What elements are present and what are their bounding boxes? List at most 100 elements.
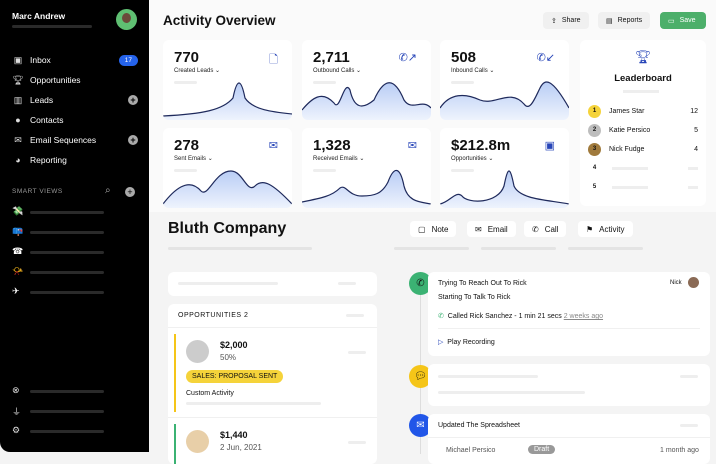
stat-value: 2,711 xyxy=(313,49,350,66)
save-button[interactable]: ▭ Save xyxy=(660,12,706,29)
airplane-icon[interactable]: ✈ xyxy=(12,286,20,296)
sparkline-area xyxy=(440,171,569,208)
stat-card[interactable]: 1,328 Received Emails ⌄ ✉ xyxy=(302,128,431,208)
opportunity-card[interactable]: $1,440 2 Jun, 2021 xyxy=(174,424,371,464)
play-icon: ▷ xyxy=(438,339,444,346)
stat-card[interactable]: 770 Created Leads ⌄ 🗋 xyxy=(163,40,292,120)
call-button[interactable]: ✆ Call xyxy=(524,221,567,237)
play-recording-button[interactable]: ▷ Play Recording xyxy=(438,338,495,346)
mail-received-icon: ✉ xyxy=(407,140,417,152)
leaderboard-row[interactable]: 5 xyxy=(588,180,698,194)
chevron-down-icon: ⌄ xyxy=(215,68,221,74)
sparkline xyxy=(302,82,431,120)
stat-value: $212.8m xyxy=(451,137,511,154)
sparkline-line xyxy=(440,170,569,205)
leaderboard-row[interactable]: 4 xyxy=(588,161,698,175)
chevron-down-icon: ⌄ xyxy=(359,156,365,162)
inbox-icon: ▣ xyxy=(13,54,23,65)
help-icon[interactable]: ⊗ xyxy=(12,385,20,395)
activity-card[interactable] xyxy=(428,364,710,406)
leaderboard-row[interactable]: 1 James Star 12 xyxy=(588,104,698,118)
activity-subtitle: Starting To Talk To Rick xyxy=(438,294,511,301)
sidebar-item-leads[interactable]: ▥ Leads + xyxy=(12,92,138,108)
mail-icon: ✉ xyxy=(409,414,432,437)
email-activity-card[interactable]: Updated The Spreadsheet Michael Persico … xyxy=(428,414,710,464)
sidebar-item-inbox[interactable]: ▣ Inbox 17 xyxy=(12,52,138,68)
label: Note xyxy=(431,224,449,234)
leader-name: James Star xyxy=(609,107,645,115)
share-button[interactable]: ⇪ Share xyxy=(543,12,589,29)
activity-title: Trying To Reach Out To Rick xyxy=(438,280,527,287)
gear-icon[interactable]: ⚙ xyxy=(12,425,21,435)
sidebar-item-reporting[interactable]: ◕ Reporting xyxy=(12,152,138,168)
stat-label-dropdown[interactable]: Inbound Calls ⌄ xyxy=(451,67,494,74)
add-smart-view-button[interactable]: + xyxy=(125,187,135,197)
sparkline xyxy=(163,170,292,208)
opportunity-probability: 50% xyxy=(220,353,237,362)
stat-label-dropdown[interactable]: Outbound Calls ⌄ xyxy=(313,67,361,74)
sparkline-area xyxy=(302,170,431,208)
stat-card[interactable]: $212.8m Opportunities ⌄ ▣ xyxy=(440,128,569,208)
money-icon: ▣ xyxy=(544,140,555,152)
sparkline-line xyxy=(163,170,292,205)
chevron-down-icon: ⌄ xyxy=(207,156,213,162)
label: Outbound Calls xyxy=(313,68,355,74)
rank-badge: 2 xyxy=(588,123,601,137)
sidebar-item-contacts[interactable]: ● Contacts xyxy=(12,112,138,128)
plug-icon[interactable]: ⏚ xyxy=(12,407,22,417)
stat-value: 508 xyxy=(451,49,477,66)
status-badge: Draft xyxy=(528,445,556,454)
email-button[interactable]: ✉ Email xyxy=(467,221,516,237)
label: Contacts xyxy=(30,115,64,125)
status-badge: SALES: PROPOSAL SENT xyxy=(186,370,284,383)
avatar xyxy=(186,340,209,363)
label: Share xyxy=(561,17,581,24)
stat-label-dropdown[interactable]: Opportunities ⌄ xyxy=(451,155,493,162)
stat-card[interactable]: 2,711 Outbound Calls ⌄ ✆↗ xyxy=(302,40,431,120)
sparkline xyxy=(440,81,569,120)
sparkline xyxy=(302,169,431,208)
label: Activity xyxy=(599,224,625,234)
file-plus-icon: 🗋 xyxy=(269,54,278,66)
stat-card[interactable]: 508 Inbound Calls ⌄ ✆↙ xyxy=(440,40,569,120)
phone-outgoing-icon: ✆ xyxy=(438,313,444,320)
rank-number: 4 xyxy=(592,165,597,171)
reports-button[interactable]: ▤ Reports xyxy=(598,12,651,29)
sidebar-item-opportunities[interactable]: 🏆︎ Opportunities xyxy=(12,72,138,88)
money-icon[interactable]: 💸 xyxy=(12,206,24,216)
stat-card[interactable]: 278 Sent Emails ⌄ ✉ xyxy=(163,128,292,208)
summary-panel xyxy=(168,272,377,296)
mail-sent-icon: ✉ xyxy=(268,140,278,152)
call-log: ✆ Called Rick Sanchez - 1 min 21 secs 2 … xyxy=(438,312,603,320)
count: 2 xyxy=(244,312,249,319)
opportunity-card[interactable]: $2,000 50% SALES: PROPOSAL SENT Custom A… xyxy=(174,334,371,412)
search-icon[interactable]: ⌕ xyxy=(105,185,111,196)
add-sequence-button[interactable]: + xyxy=(128,135,138,145)
chat-icon: 💬︎ xyxy=(409,365,432,388)
megaphone-icon[interactable]: 📯 xyxy=(12,266,24,276)
opportunity-amount: $2,000 xyxy=(220,340,248,350)
note-button[interactable]: ▢ Note xyxy=(410,221,457,237)
sidebar-item-email-sequences[interactable]: ✉ Email Sequences + xyxy=(12,132,138,148)
flag-icon: ⚑ xyxy=(586,224,594,234)
stat-label-dropdown[interactable]: Sent Emails ⌄ xyxy=(174,155,213,162)
sparkline xyxy=(440,170,569,208)
leaderboard-row[interactable]: 2 Katie Persico 5 xyxy=(588,123,698,137)
label: Play Recording xyxy=(447,339,495,346)
leaderboard-row[interactable]: 3 Nick Fudge 4 xyxy=(588,142,698,156)
label: Reporting xyxy=(30,155,67,165)
avatar[interactable] xyxy=(116,9,137,30)
label: Email xyxy=(487,224,508,234)
chevron-down-icon: ⌄ xyxy=(488,156,494,162)
stat-label-dropdown[interactable]: Received Emails ⌄ xyxy=(313,155,364,162)
mailbox-icon[interactable]: 📪 xyxy=(12,226,24,236)
label: Inbox xyxy=(30,55,51,65)
call-activity-card[interactable]: Trying To Reach Out To Rick Starting To … xyxy=(428,272,710,356)
phone-icon[interactable]: ☎ xyxy=(12,246,24,256)
activity-button[interactable]: ⚑ Activity xyxy=(578,221,633,237)
stat-label-dropdown[interactable]: Created Leads ⌄ xyxy=(174,67,220,74)
label: Opportunities xyxy=(30,75,81,85)
time-ago-link[interactable]: 2 weeks ago xyxy=(563,313,604,320)
add-lead-button[interactable]: + xyxy=(128,95,138,105)
pie-chart-icon: ◕ xyxy=(15,155,21,165)
